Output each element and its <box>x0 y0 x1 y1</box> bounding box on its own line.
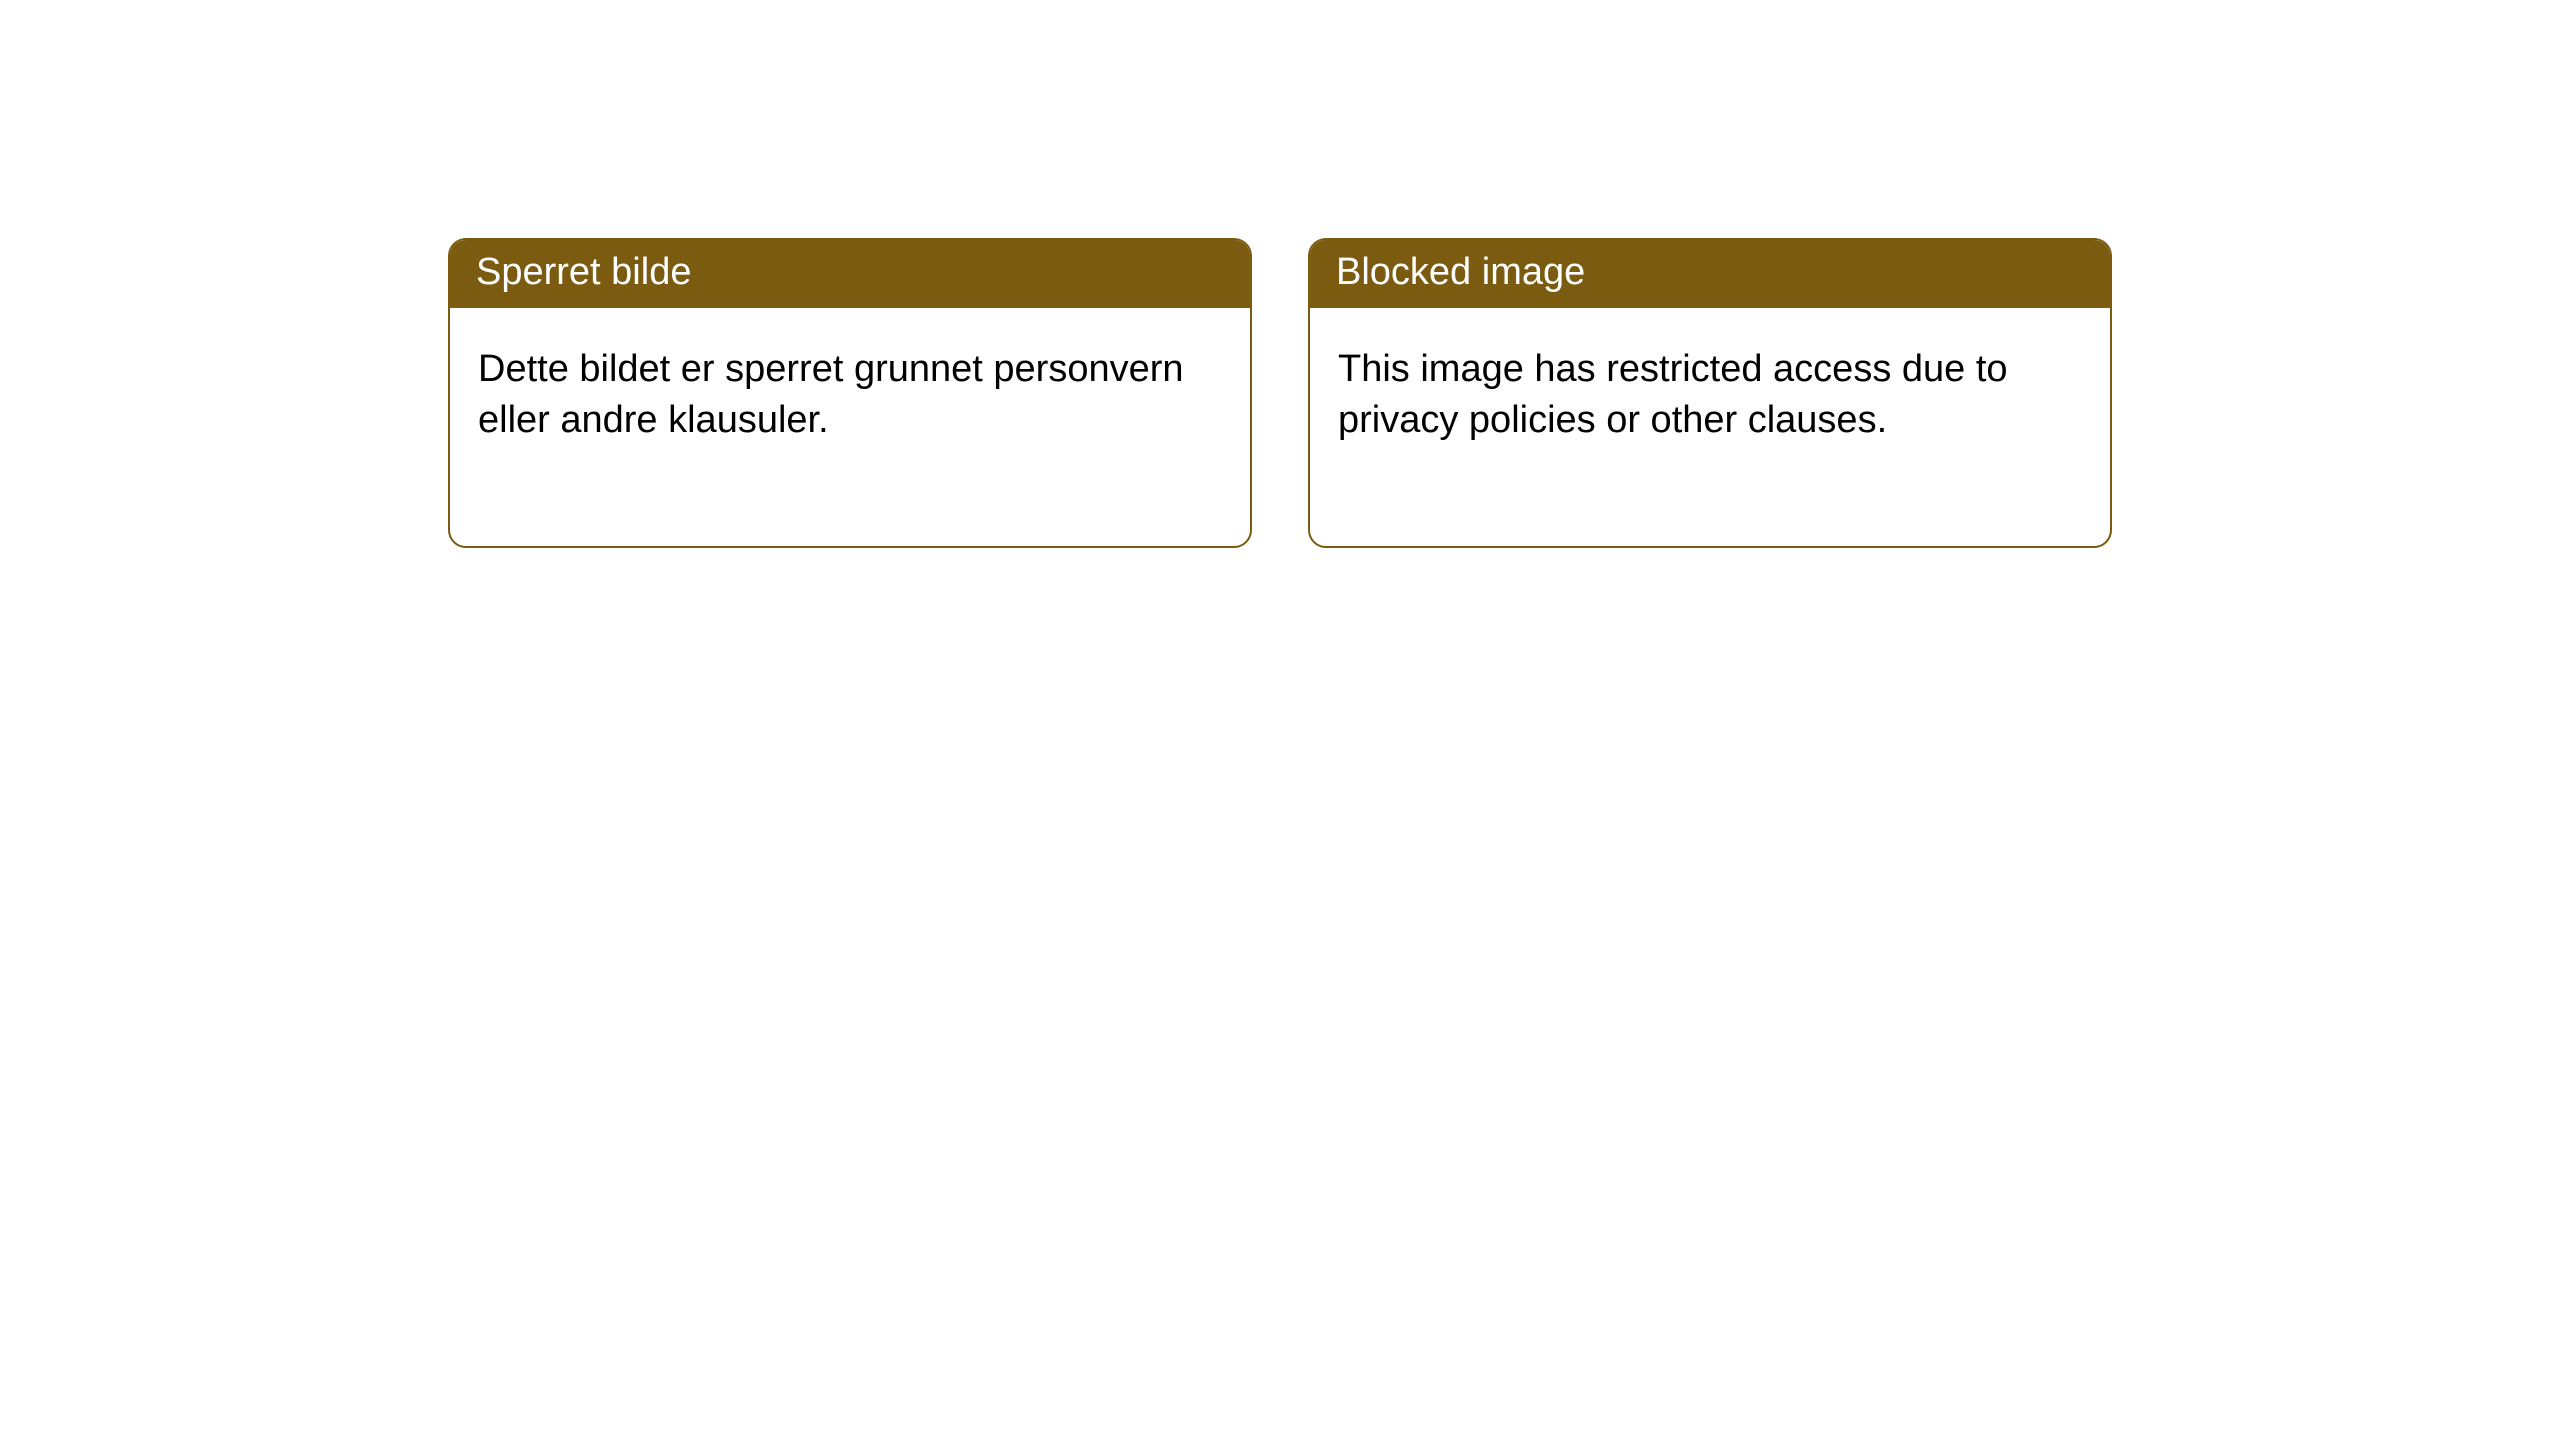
notice-body-english: This image has restricted access due to … <box>1310 308 2110 547</box>
notice-body-norwegian: Dette bildet er sperret grunnet personve… <box>450 308 1250 547</box>
notice-title-english: Blocked image <box>1310 240 2110 308</box>
notice-card-norwegian: Sperret bilde Dette bildet er sperret gr… <box>448 238 1252 548</box>
notice-card-english: Blocked image This image has restricted … <box>1308 238 2112 548</box>
notice-title-norwegian: Sperret bilde <box>450 240 1250 308</box>
notice-container: Sperret bilde Dette bildet er sperret gr… <box>0 0 2560 548</box>
